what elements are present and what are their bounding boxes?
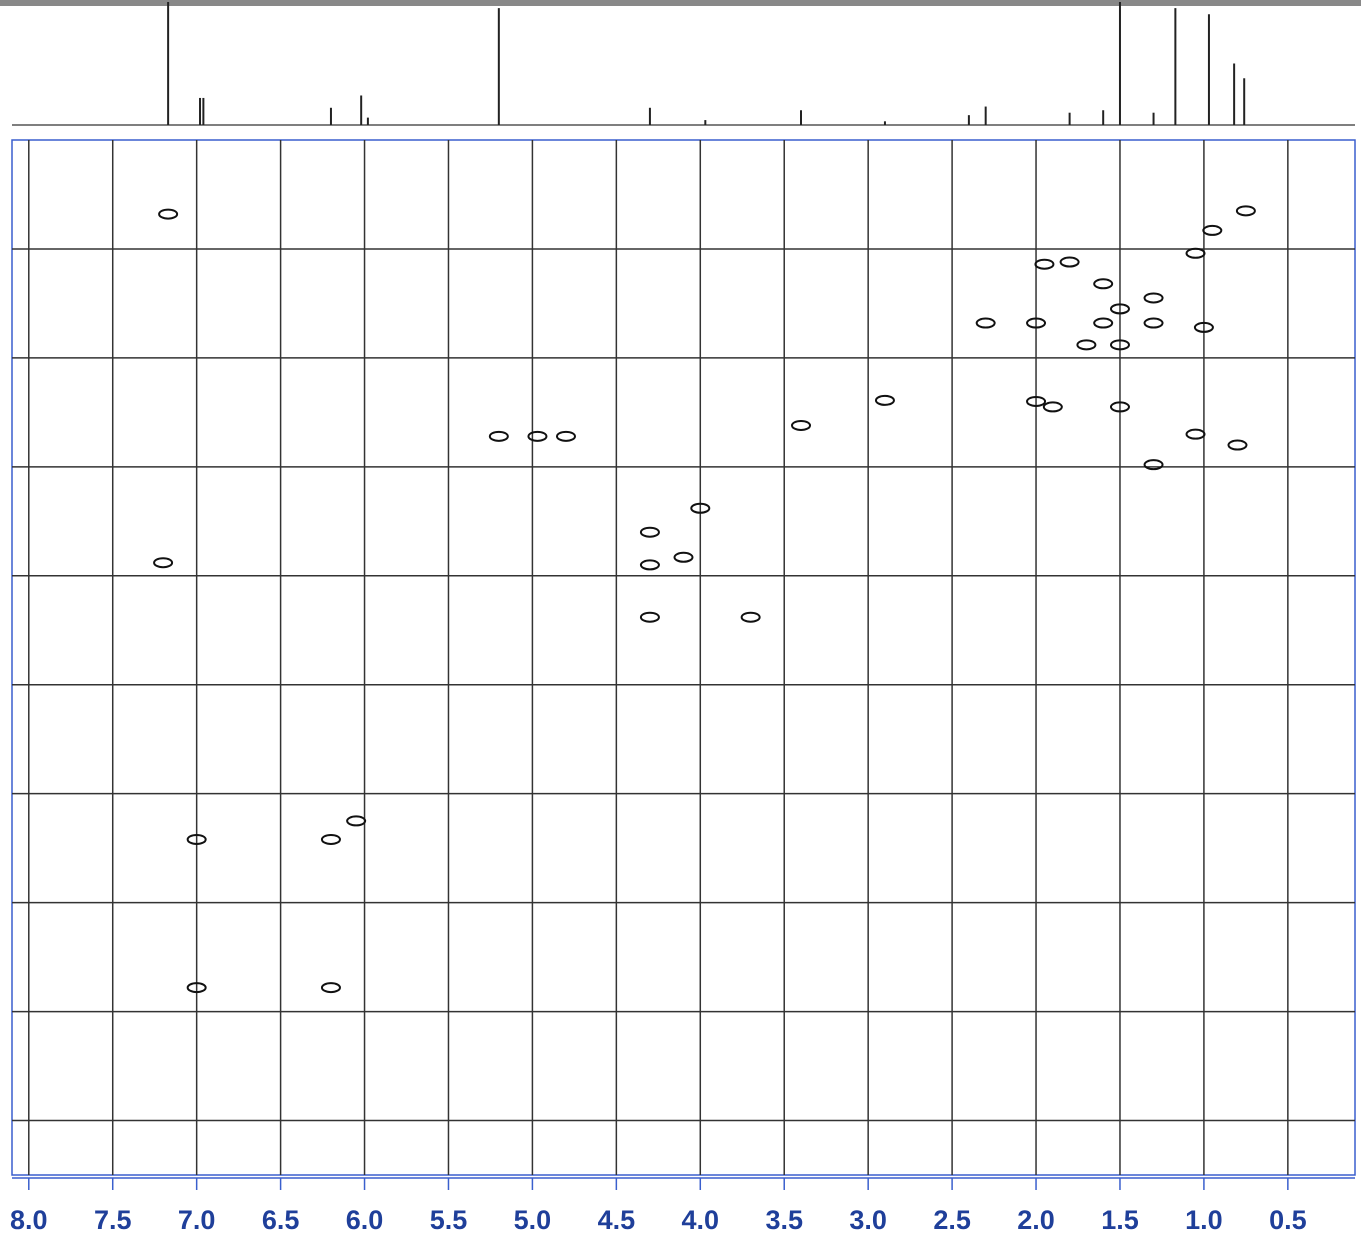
x-tick-label: 6.5 [262,1205,300,1235]
cross-peak [639,559,660,571]
cross-peak [1227,439,1248,451]
cross-peak [1026,317,1047,329]
x-tick-label: 1.0 [1185,1205,1223,1235]
cross-peak [153,557,174,569]
cross-peak [186,982,207,994]
cross-peak [320,833,341,845]
x-tick-label: 3.0 [849,1205,887,1235]
cross-peak [1109,303,1130,315]
cross-peak [1193,321,1214,333]
x-tick-label: 0.5 [1269,1205,1307,1235]
cross-peak [1202,224,1223,236]
cross-peak [874,394,895,406]
cross-peak [1235,205,1256,217]
cross-peak [1059,256,1080,268]
cross-peak [488,430,509,442]
cross-peak [1143,292,1164,304]
cross-peak [639,611,660,623]
x-tick-label: 4.5 [598,1205,636,1235]
x-tick-label: 8.0 [10,1205,48,1235]
x-tick-label: 4.0 [682,1205,720,1235]
x-tick-label: 1.5 [1101,1205,1139,1235]
x-tick-label: 2.5 [933,1205,971,1235]
cross-peak [555,430,576,442]
cross-peak [1093,278,1114,290]
cross-peak [1026,395,1047,407]
cross-peak [975,317,996,329]
cross-peak [158,208,179,220]
x-tick-label: 7.0 [178,1205,216,1235]
cross-peak [346,815,367,827]
cross-peak [1109,339,1130,351]
cross-peak [740,611,761,623]
x-tick-label: 2.0 [1017,1205,1055,1235]
plot-frame [11,139,1356,1176]
x-tick-label: 5.5 [430,1205,468,1235]
cross-peak [1109,401,1130,413]
x-tick-label: 6.0 [346,1205,384,1235]
cross-peak [690,502,711,514]
cross-peak [1034,258,1055,270]
cross-peak [1093,317,1114,329]
cross-peak [1042,401,1063,413]
cross-peak [1143,459,1164,471]
cross-peak [527,430,548,442]
x-tick-label: 7.5 [94,1205,132,1235]
x-tick-label: 3.5 [765,1205,803,1235]
scan-edge [0,0,1361,6]
cross-peak [791,419,812,431]
cross-peak [320,982,341,994]
cross-peak [673,551,694,563]
cross-peak [1185,428,1206,440]
cross-peak [639,526,660,538]
cross-peak [1076,339,1097,351]
x-tick-label: 5.0 [514,1205,552,1235]
cross-peak [1185,247,1206,259]
cross-peak [1143,317,1164,329]
cross-peak [186,833,207,845]
